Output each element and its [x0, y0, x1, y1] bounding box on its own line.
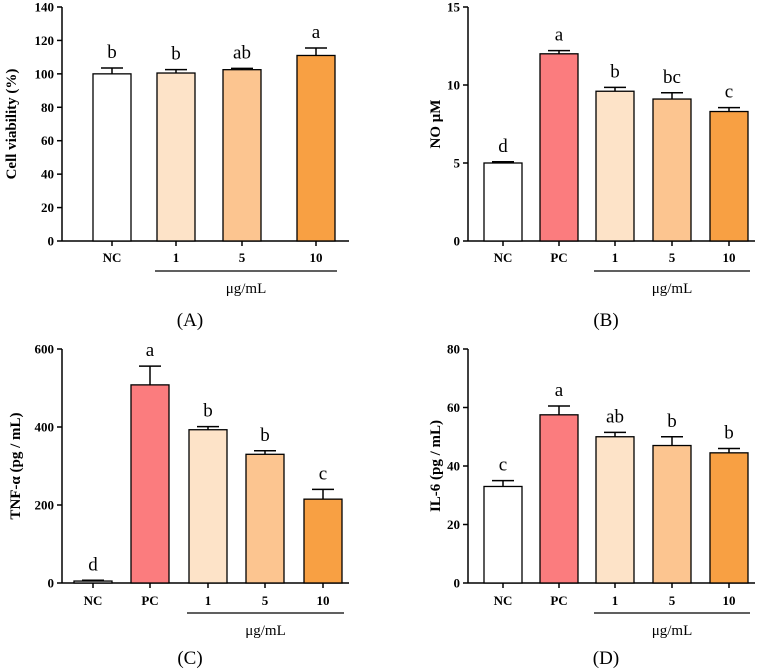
- bar-1: [595, 90, 635, 242]
- y-tick-label: 0: [48, 234, 55, 249]
- significance-label: a: [555, 25, 564, 46]
- panel-c: 0 200 400 600 TNF-α (pg / mL) NC d PC a 1 b 5 b 10 c μg…: [8, 340, 349, 669]
- bar-pc: [539, 53, 579, 242]
- significance-label: b: [724, 422, 734, 443]
- y-tick-label: 60: [41, 133, 54, 148]
- y-tick-label: 80: [447, 342, 460, 357]
- bar-5: [222, 69, 262, 242]
- bar-5: [245, 453, 285, 584]
- y-tick-label: 60: [447, 400, 460, 415]
- panel-label: (D): [593, 648, 619, 669]
- significance-label: c: [319, 463, 327, 484]
- significance-label: b: [667, 411, 677, 432]
- bar-1: [595, 436, 635, 584]
- unit-label: μg/mL: [245, 623, 286, 639]
- bar-1: [156, 72, 196, 242]
- bar-nc: [92, 73, 132, 242]
- y-tick-label: 10: [447, 78, 460, 93]
- y-axis-title: NO μM: [428, 100, 444, 149]
- significance-label: b: [610, 61, 620, 82]
- y-tick-label: 400: [35, 420, 55, 435]
- category-label: 1: [612, 250, 619, 265]
- y-axis-title: IL-6 (pg / mL): [428, 420, 444, 512]
- y-tick-label: 0: [454, 576, 461, 591]
- category-label: 1: [205, 593, 212, 608]
- bar-10: [296, 54, 336, 242]
- category-label: 1: [173, 250, 180, 265]
- panel-b: 0 5 10 15 NO μM NC d PC a 1 b 5 bc 10 c μg/mL (B): [428, 0, 755, 331]
- bar-nc: [483, 485, 523, 584]
- significance-label: a: [312, 22, 321, 43]
- category-label: NC: [494, 593, 513, 608]
- unit-label: μg/mL: [652, 281, 693, 297]
- bar-5: [652, 98, 692, 242]
- y-axis-title: TNF-α (pg / mL): [8, 412, 24, 519]
- panel-label: (B): [593, 310, 618, 331]
- significance-label: a: [555, 380, 564, 401]
- y-tick-label: 5: [454, 156, 461, 171]
- category-label: 1: [612, 593, 619, 608]
- y-tick-label: 40: [41, 167, 54, 182]
- y-axis-title: Cell viability (%): [4, 69, 20, 180]
- bar-10: [709, 452, 749, 584]
- bar-pc: [130, 384, 170, 584]
- y-tick-label: 20: [41, 200, 54, 215]
- category-label: 10: [317, 593, 330, 608]
- significance-label: b: [107, 42, 117, 63]
- unit-label: μg/mL: [226, 281, 267, 297]
- bar-nc: [483, 162, 523, 242]
- category-label: 5: [262, 593, 269, 608]
- y-tick-label: 80: [41, 100, 54, 115]
- bar-10: [303, 498, 343, 584]
- category-label: 5: [239, 250, 246, 265]
- bar-pc: [539, 414, 579, 584]
- category-label: 5: [669, 250, 676, 265]
- y-tick-label: 200: [35, 498, 55, 513]
- bar-nc: [73, 580, 113, 584]
- panel-d: 0 20 40 60 80 IL-6 (pg / mL) NC c PC a 1 ab 5 b 10 b μg/…: [428, 342, 755, 669]
- bar-1: [188, 429, 228, 584]
- panel-label: (A): [177, 310, 203, 331]
- y-tick-label: 100: [35, 66, 55, 81]
- significance-label: ab: [233, 42, 251, 63]
- y-tick-label: 15: [447, 0, 461, 15]
- significance-label: b: [203, 401, 213, 422]
- significance-label: b: [260, 425, 270, 446]
- y-tick-label: 0: [454, 234, 461, 249]
- category-label: NC: [84, 593, 103, 608]
- y-tick-label: 120: [35, 33, 55, 48]
- bar-10: [709, 110, 749, 242]
- y-tick-label: 20: [447, 517, 460, 532]
- category-label: NC: [103, 250, 122, 265]
- category-label: NC: [494, 250, 513, 265]
- significance-label: ab: [606, 406, 624, 427]
- category-label: 10: [310, 250, 323, 265]
- significance-label: b: [171, 44, 181, 65]
- panel-label: (C): [177, 648, 202, 669]
- significance-label: a: [146, 340, 155, 361]
- category-label: 5: [669, 593, 676, 608]
- y-tick-label: 140: [35, 0, 55, 15]
- category-label: 10: [723, 250, 736, 265]
- category-label: 10: [723, 593, 736, 608]
- y-tick-label: 600: [35, 342, 55, 357]
- significance-label: d: [88, 554, 98, 575]
- significance-label: c: [499, 455, 507, 476]
- category-label: PC: [141, 593, 158, 608]
- bar-5: [652, 444, 692, 584]
- y-tick-label: 40: [447, 459, 460, 474]
- category-label: PC: [550, 250, 567, 265]
- category-label: PC: [550, 593, 567, 608]
- panel-a: 0 20 40 60 80 100 120 140 Cell viability (%) NC b 1…: [4, 0, 349, 331]
- significance-label: c: [725, 82, 733, 103]
- unit-label: μg/mL: [652, 623, 693, 639]
- y-tick-label: 0: [48, 576, 55, 591]
- significance-label: d: [498, 136, 508, 157]
- significance-label: bc: [663, 67, 681, 88]
